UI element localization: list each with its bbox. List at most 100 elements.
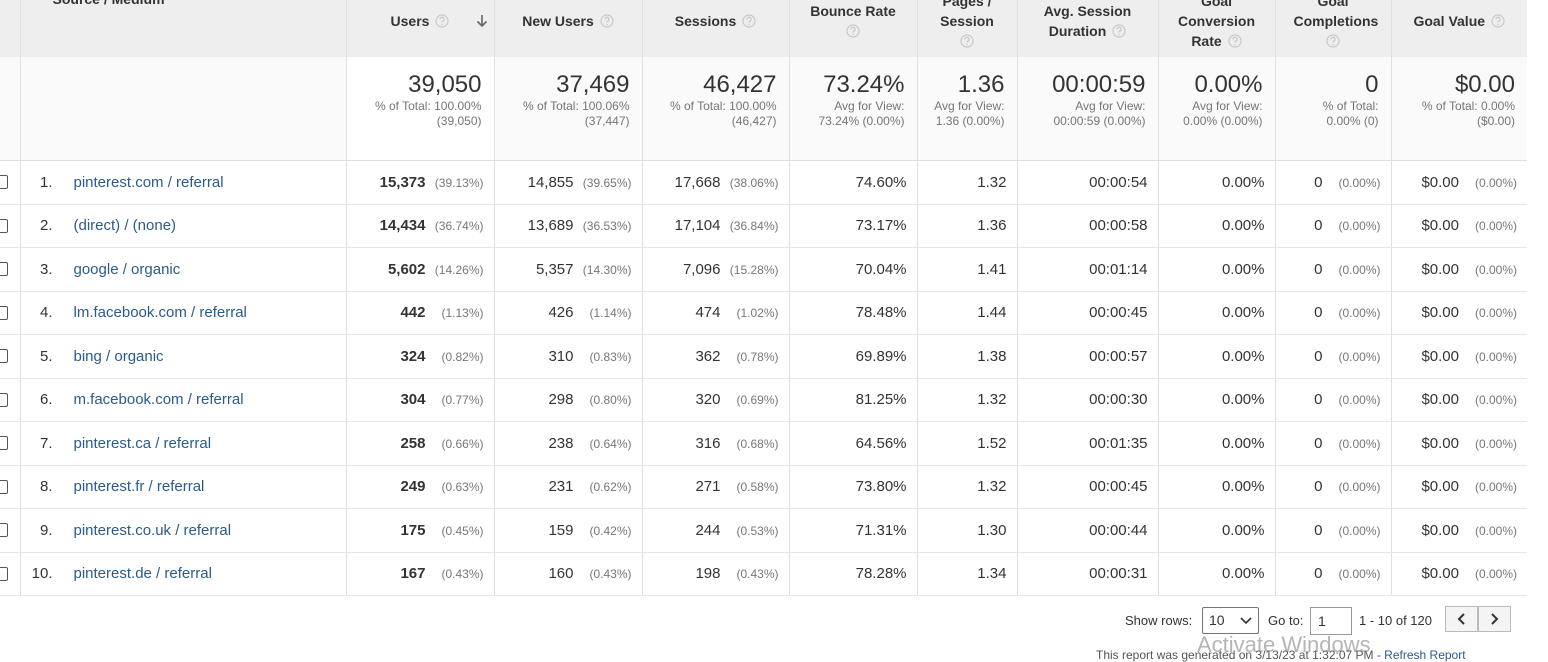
source-link[interactable]: bing / organic — [73, 347, 164, 365]
column-header: Bounce Rate — [788, 0, 917, 57]
rank: 3. — [39, 260, 53, 278]
metric-percent: (0.80%) — [589, 393, 632, 408]
metric-value: 238 — [548, 434, 574, 452]
totals-cell: 39,050% of Total: 100.00% (39,050) — [345, 57, 494, 161]
metric-value: 00:00:45 — [1089, 478, 1148, 496]
source-cell: 2. (direct) / (none) — [19, 204, 346, 248]
metric-percent: (0.00%) — [1474, 523, 1517, 538]
checkbox[interactable] — [0, 436, 8, 450]
source-link[interactable]: m.facebook.com / referral — [73, 391, 244, 409]
metric-value: 81.25% — [855, 391, 907, 409]
sort-arrow — [476, 15, 487, 28]
metric-cell: 73.17% — [788, 204, 917, 248]
checkbox[interactable] — [0, 218, 8, 233]
metric-percent: (0.00%) — [1338, 175, 1381, 190]
metric-cell: 1.30 — [916, 508, 1017, 553]
metric-value: $0.00 — [1421, 521, 1459, 539]
help-icon — [960, 34, 974, 48]
metric-cell: $0.00 (0.00%) — [1390, 508, 1527, 553]
data-row: 3. google / organic 5,602 (14.26%) 5,357 (14.… — [0, 247, 1527, 292]
header-row: Source / Medium Users New Users Sessions Bou… — [0, 0, 1527, 57]
source-link[interactable]: lm.facebook.com / referral — [73, 304, 247, 322]
metric-cell: 00:01:14 — [1016, 247, 1158, 292]
source-link[interactable]: pinterest.de / referral — [73, 565, 212, 583]
total-value: 1.36 — [957, 71, 1005, 98]
source-cell: 5. bing / organic — [19, 334, 346, 379]
metric-value: 474 — [695, 304, 721, 322]
metric-value: 00:00:57 — [1089, 347, 1148, 365]
checkbox[interactable] — [0, 305, 8, 320]
metric-percent: (1.13%) — [441, 306, 484, 321]
totals-cell: 00:00:59 Avg for View: 00:00:59 (0.00%) — [1016, 57, 1158, 161]
metric-cell: 00:00:57 — [1016, 334, 1158, 379]
checkbox[interactable] — [0, 349, 8, 363]
metric-cell: 0.00% — [1157, 247, 1275, 292]
show-rows-select[interactable]: 10 — [1202, 607, 1259, 634]
source-link[interactable]: pinterest.fr / referral — [73, 478, 205, 496]
metric-value: 0 — [1314, 173, 1323, 191]
header-cell: Bounce Rate — [790, 1, 917, 41]
metric-cell: 271 (0.58%) — [641, 465, 789, 509]
source-cell: 6. m.facebook.com / referral — [19, 378, 346, 422]
total-note: Avg for View: 00:00:59 (0.00%) — [1053, 99, 1146, 128]
metric-value: $0.00 — [1421, 304, 1459, 322]
metric-cell: 1.52 — [916, 421, 1017, 466]
metric-value: $0.00 — [1421, 434, 1459, 452]
metric-value: $0.00 — [1421, 347, 1459, 365]
metric-cell: 316 (0.68%) — [641, 421, 789, 466]
metric-value: 00:00:54 — [1089, 173, 1148, 191]
metric-percent: (0.00%) — [1338, 436, 1381, 451]
metric-percent: (39.13%) — [434, 175, 484, 190]
goto-input[interactable]: 1 — [1310, 607, 1352, 635]
checkbox[interactable] — [0, 262, 8, 276]
metric-value: 426 — [548, 304, 574, 322]
metric-value: $0.00 — [1421, 217, 1459, 235]
refresh-link[interactable]: Refresh Report — [1384, 648, 1466, 662]
help-icon — [1112, 24, 1126, 38]
metric-value: 1.30 — [977, 521, 1007, 539]
metric-value: 70.04% — [855, 260, 907, 278]
metric-value: 0 — [1314, 217, 1323, 235]
source-link[interactable]: pinterest.com / referral — [73, 173, 224, 191]
checkbox-cell — [0, 204, 20, 248]
data-row: 6. m.facebook.com / referral 304 (0.77%) 298… — [0, 378, 1527, 422]
checkbox[interactable] — [0, 566, 8, 581]
metric-cell: 320 (0.69%) — [641, 378, 789, 422]
checkbox[interactable] — [0, 175, 8, 189]
metric-cell: $0.00 (0.00%) — [1390, 291, 1527, 335]
metric-value: 231 — [548, 478, 574, 496]
metric-cell: 0 (0.00%) — [1274, 334, 1391, 379]
metric-cell: 7,096 (15.28%) — [641, 247, 789, 292]
metric-percent: (0.00%) — [1338, 219, 1381, 234]
rank: 4. — [39, 304, 53, 322]
prev-button[interactable] — [1445, 606, 1478, 632]
report-table: Source / Medium Users New Users Sessions Bou… — [0, 0, 1527, 596]
metric-value: 0 — [1314, 478, 1323, 496]
total-note: % of Total: 0.00% (0) — [1322, 99, 1379, 128]
metric-cell: 0 (0.00%) — [1274, 378, 1391, 422]
help-icon — [846, 24, 860, 38]
source-link[interactable]: (direct) / (none) — [73, 217, 177, 235]
source-link[interactable]: pinterest.ca / referral — [73, 434, 212, 452]
metric-cell: 64.56% — [788, 421, 917, 466]
source-header: Source / Medium — [19, 0, 346, 57]
next-button[interactable] — [1478, 606, 1511, 632]
metric-cell: 198 (0.43%) — [641, 552, 789, 596]
source-link[interactable]: pinterest.co.uk / referral — [73, 521, 232, 539]
metric-cell: 0 (0.00%) — [1274, 465, 1391, 509]
rank: 7. — [39, 434, 53, 452]
source-cell: 7. pinterest.ca / referral — [19, 421, 346, 466]
checkbox-header — [0, 0, 20, 57]
metric-cell: 1.41 — [916, 247, 1017, 292]
column-header: Pages / Session — [916, 0, 1017, 57]
metric-value: 0.00% — [1221, 173, 1265, 191]
table-body: 39,050% of Total: 100.00% (39,050) 37,469… — [0, 57, 1527, 596]
metric-value: 0.00% — [1221, 521, 1265, 539]
checkbox[interactable] — [0, 479, 8, 494]
metric-cell: 73.80% — [788, 465, 917, 509]
column-header: Goal Value — [1390, 0, 1527, 57]
source-link[interactable]: google / organic — [73, 260, 181, 278]
checkbox[interactable] — [0, 392, 8, 407]
checkbox[interactable] — [0, 523, 8, 537]
metric-cell: 17,668 (38.06%) — [641, 160, 789, 205]
